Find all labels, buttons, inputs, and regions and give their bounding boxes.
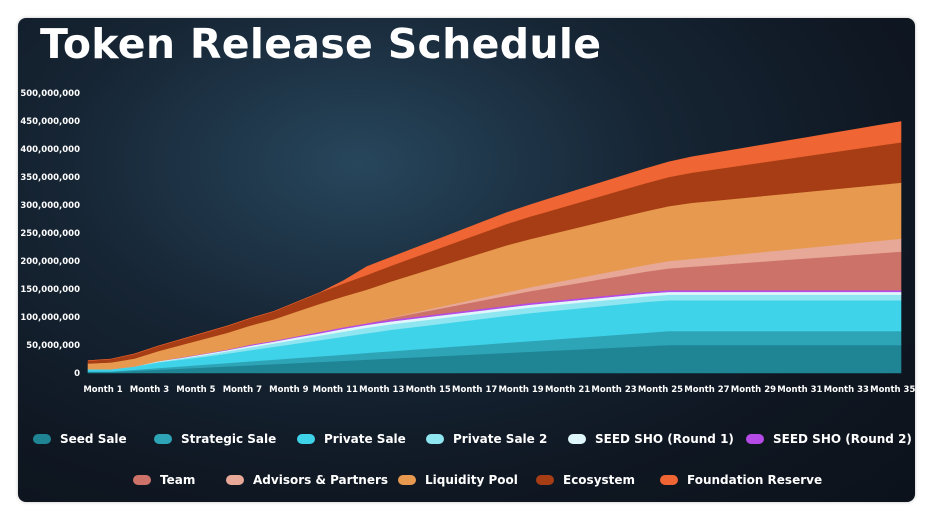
y-tick-label: 350,000,000 xyxy=(20,173,80,183)
chart-panel: Token Release Schedule 0 50,000,000 100,00… xyxy=(18,18,915,502)
x-tick-label: Month 35 xyxy=(870,385,915,395)
legend-label: Private Sale 2 xyxy=(453,432,547,446)
legend-label: Ecosystem xyxy=(563,473,635,487)
x-tick-label: Month 1 xyxy=(83,385,122,395)
legend-swatch xyxy=(568,434,586,444)
y-tick-label: 300,000,000 xyxy=(20,201,80,211)
y-tick-label: 500,000,000 xyxy=(20,89,80,99)
y-axis: 0 50,000,000 100,000,000 150,000,000 200,000… xyxy=(20,89,80,379)
y-tick-label: 450,000,000 xyxy=(20,117,80,127)
legend-label: Strategic Sale xyxy=(181,432,276,446)
series-area-11 xyxy=(87,121,902,361)
x-tick-label: Month 23 xyxy=(591,385,636,395)
x-tick-label: Month 5 xyxy=(176,385,215,395)
y-tick-label: 250,000,000 xyxy=(20,229,80,239)
legend-swatch xyxy=(398,475,416,485)
legend-swatch xyxy=(746,434,764,444)
y-tick-label: 50,000,000 xyxy=(26,341,80,351)
x-tick-label: Month 15 xyxy=(406,385,451,395)
x-tick-label: Month 21 xyxy=(545,385,590,395)
y-tick-label: 200,000,000 xyxy=(20,257,80,267)
y-tick-label: 150,000,000 xyxy=(20,285,80,295)
y-tick-label: 100,000,000 xyxy=(20,313,80,323)
legend-swatch xyxy=(133,475,151,485)
legend-swatch xyxy=(154,434,172,444)
x-tick-label: Month 3 xyxy=(130,385,169,395)
x-tick-label: Month 29 xyxy=(731,385,776,395)
legend-label: SEED SHO (Round 1) xyxy=(595,432,734,446)
x-tick-label: Month 27 xyxy=(684,385,729,395)
x-tick-label: Month 33 xyxy=(824,385,869,395)
legend-label: Liquidity Pool xyxy=(425,473,518,487)
legend-swatch xyxy=(33,434,51,444)
x-tick-label: Month 11 xyxy=(313,385,358,395)
legend-swatch xyxy=(226,475,244,485)
legend-label: Team xyxy=(160,473,195,487)
x-tick-label: Month 25 xyxy=(638,385,683,395)
x-tick-label: Month 13 xyxy=(359,385,404,395)
legend-swatch xyxy=(297,434,315,444)
legend-label: Advisors & Partners xyxy=(253,473,388,487)
x-axis: Month 1 Month 3 Month 5 Month 7 Month 9 Month… xyxy=(83,385,915,395)
legend: Seed Sale Strategic Sale Private Sale Priva… xyxy=(33,432,912,487)
x-tick-label: Month 9 xyxy=(269,385,308,395)
x-tick-label: Month 7 xyxy=(223,385,262,395)
x-tick-label: Month 31 xyxy=(777,385,822,395)
legend-swatch xyxy=(660,475,678,485)
y-tick-label: 400,000,000 xyxy=(20,145,80,155)
y-tick-label: 0 xyxy=(74,369,80,379)
legend-label: Seed Sale xyxy=(60,432,127,446)
x-tick-label: Month 17 xyxy=(452,385,497,395)
legend-label: SEED SHO (Round 2) xyxy=(773,432,912,446)
legend-swatch xyxy=(426,434,444,444)
stacked-areas xyxy=(87,121,902,374)
token-release-chart: 0 50,000,000 100,000,000 150,000,000 200,000… xyxy=(20,89,915,487)
x-tick-label: Month 19 xyxy=(498,385,543,395)
legend-swatch xyxy=(536,475,554,485)
legend-label: Foundation Reserve xyxy=(687,473,822,487)
legend-label: Private Sale xyxy=(324,432,406,446)
chart-title: Token Release Schedule xyxy=(40,20,602,68)
